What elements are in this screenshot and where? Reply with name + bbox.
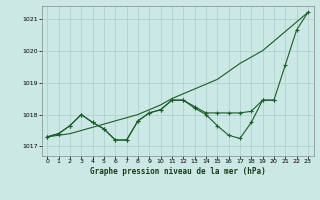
X-axis label: Graphe pression niveau de la mer (hPa): Graphe pression niveau de la mer (hPa) — [90, 167, 266, 176]
